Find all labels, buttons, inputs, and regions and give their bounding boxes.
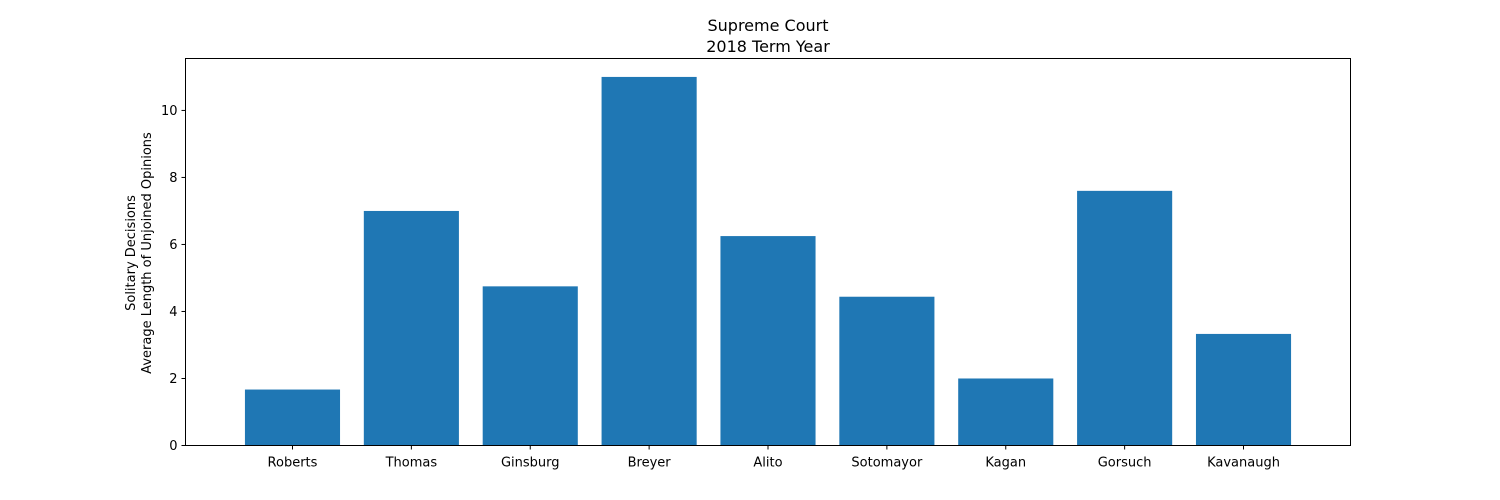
x-axis-ticks: Roberts Thomas Ginsburg Breyer Alito Sotomayo… xyxy=(268,445,1280,471)
chart-title-line-2: 2018 Term Year xyxy=(706,37,830,56)
chart-title-line-1: Supreme Court xyxy=(708,16,829,35)
bar-kagan xyxy=(958,378,1054,446)
bar-roberts xyxy=(244,389,341,446)
y-tick-label: 2 xyxy=(169,372,177,387)
y-axis-label: Solitary Decisions Average Length of Unj… xyxy=(124,132,155,374)
bar-gorsuch xyxy=(1077,190,1173,446)
x-tick-label: Kavanaugh xyxy=(1207,456,1280,471)
bar-ginsburg xyxy=(482,286,578,446)
y-tick-label: 0 xyxy=(169,439,177,454)
x-tick-label: Thomas xyxy=(385,456,438,471)
bar-thomas xyxy=(363,210,459,446)
x-tick-label: Alito xyxy=(753,456,782,471)
y-axis-label-line-1: Solitary Decisions xyxy=(124,195,139,311)
plot-frame xyxy=(185,58,1351,446)
x-tick-label: Roberts xyxy=(268,456,318,471)
y-tick-label: 10 xyxy=(161,104,178,119)
x-tick-label: Ginsburg xyxy=(501,456,560,471)
x-tick-label: Gorsuch xyxy=(1098,456,1152,471)
bars xyxy=(244,76,1292,446)
x-tick-label: Sotomayor xyxy=(851,456,923,471)
y-axis-label-line-2: Average Length of Unjoined Opinions xyxy=(140,132,155,374)
y-tick-label: 6 xyxy=(169,238,177,253)
y-axis-ticks: 0 2 4 6 8 10 xyxy=(161,104,186,454)
x-tick-label: Kagan xyxy=(985,456,1026,471)
bar-breyer xyxy=(601,76,697,446)
bar-kavanaugh xyxy=(1195,333,1292,446)
bar-sotomayor xyxy=(839,296,935,446)
y-tick-label: 8 xyxy=(169,171,177,186)
bar-alito xyxy=(720,236,816,446)
x-tick-label: Breyer xyxy=(628,456,672,471)
y-tick-label: 4 xyxy=(169,305,177,320)
